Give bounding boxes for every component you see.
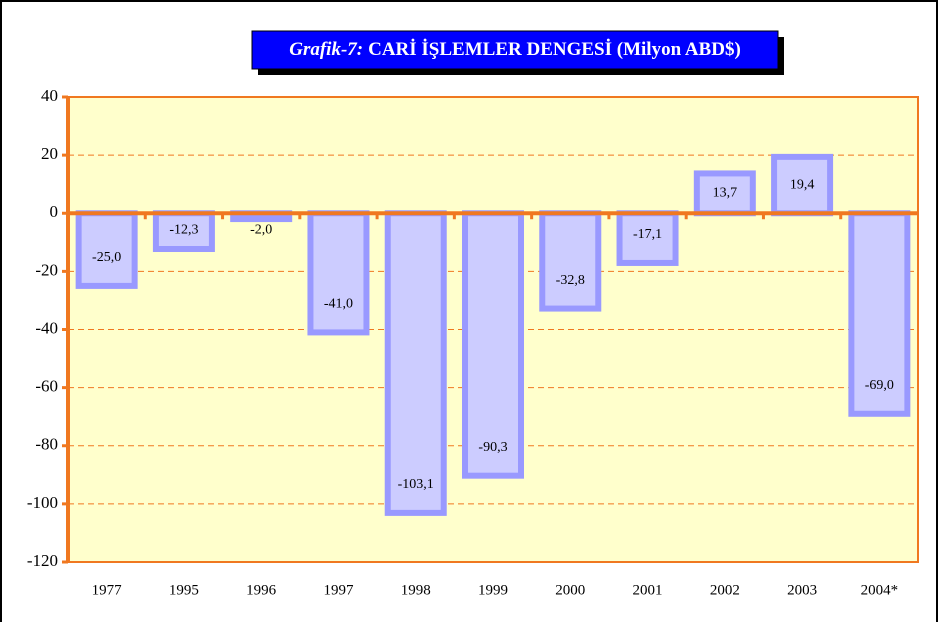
x-tick-label: 2003 <box>787 582 817 598</box>
y-tick-label: -120 <box>27 551 58 570</box>
y-tick-label: 0 <box>50 202 59 221</box>
value-label: -32,8 <box>556 273 585 288</box>
x-tick-label: 2002 <box>710 582 740 598</box>
value-label: -103,1 <box>398 477 434 492</box>
bar <box>152 210 215 252</box>
x-tick-label: 1995 <box>169 582 199 598</box>
value-label: 13,7 <box>713 186 738 201</box>
value-label: -90,3 <box>478 440 507 455</box>
x-tick-label: 1999 <box>478 582 508 598</box>
bar <box>462 210 524 479</box>
x-tick-label: 2004* <box>861 582 899 598</box>
x-tick-label: 1997 <box>323 582 354 598</box>
value-label: -17,1 <box>633 227 662 242</box>
y-tick-label: 40 <box>41 86 58 105</box>
x-tick-label: 1977 <box>92 582 123 598</box>
y-tick-label: -60 <box>35 377 58 396</box>
chart-title: Grafik-7: CARİ İŞLEMLER DENGESİ (Milyon A… <box>289 39 741 60</box>
bar <box>75 210 138 289</box>
value-label: -2,0 <box>250 222 272 237</box>
x-tick-label: 2000 <box>555 582 585 598</box>
title-prefix: Grafik-7: <box>289 39 363 60</box>
bar <box>307 210 370 336</box>
y-tick-label: -40 <box>35 318 58 337</box>
x-tick-label: 1998 <box>401 582 431 598</box>
value-label: -25,0 <box>92 250 121 265</box>
bar <box>539 210 602 312</box>
y-tick-label: -100 <box>27 493 58 512</box>
x-tick-label: 1996 <box>246 582 277 598</box>
title-text: CARİ İŞLEMLER DENGESİ (Milyon ABD$) <box>368 39 741 60</box>
y-tick-label: 20 <box>41 144 58 163</box>
y-tick-label: -80 <box>35 435 58 454</box>
value-label: -69,0 <box>865 378 894 393</box>
x-tick-label: 2001 <box>633 582 663 598</box>
title-box <box>251 30 779 70</box>
value-label: 19,4 <box>790 177 815 192</box>
value-label: -12,3 <box>169 222 198 237</box>
y-tick-label: -20 <box>35 260 58 279</box>
value-label: -41,0 <box>324 297 353 312</box>
bar <box>384 210 447 516</box>
